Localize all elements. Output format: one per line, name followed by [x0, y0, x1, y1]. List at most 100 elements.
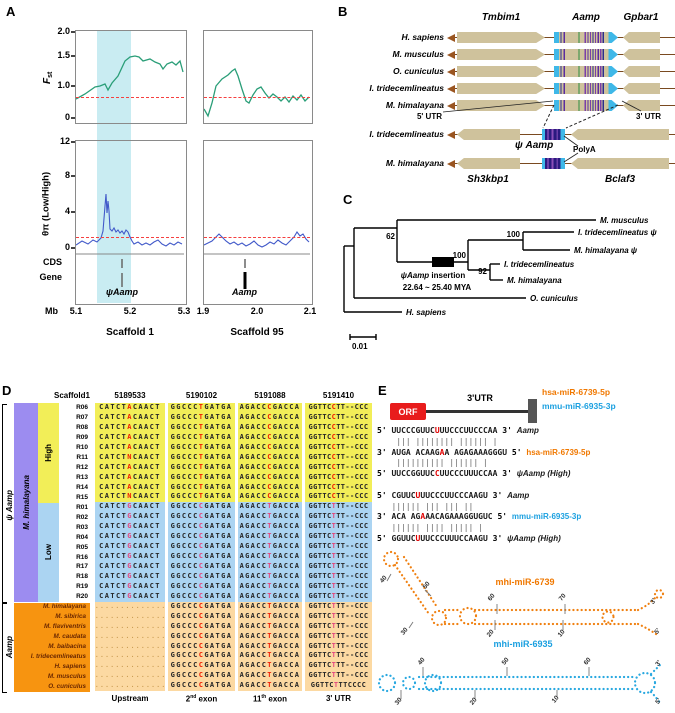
sequence-cell: CATCTGCAACT	[95, 522, 165, 533]
panel-a: A Fst θπ (Low/High)	[0, 0, 335, 380]
sequence-cell: AGACCTGACCA	[238, 671, 302, 682]
sequence-cell: AGACCTGACCA	[238, 522, 302, 533]
sequence-cell: CATCTGCAACT	[95, 512, 165, 523]
sequence-cell: CATCTGCAACT	[95, 571, 165, 582]
panel-e: E ORF 3'UTR hsa-miR-6739-5p mmu-miR-6935…	[375, 383, 675, 713]
alignment-row: R11 CATCTNCAACT GGCCCTGATGA AGACCCGACCA GGTT…	[0, 452, 375, 463]
sequence-cell: GGTTCTTT--CCC	[305, 512, 372, 523]
species-label: I. tridecemlineatus	[369, 129, 444, 139]
direction-arrow-icon	[447, 50, 455, 59]
sequence-cell: GGTTCTTT--CCC	[305, 621, 372, 632]
gene-structure-row: M. himalayana	[335, 99, 675, 112]
species-label: I. tridecemlineatus	[369, 83, 444, 93]
sequence-cell: GGCCCCGATGA	[168, 502, 235, 513]
sequence-cell: GGCCCCGATGA	[168, 562, 235, 572]
sequence-cell: GGTTCTTT--CCC	[305, 641, 372, 652]
rna-structure-6739: 40 50 30 60 20 70 10 3' 5'	[375, 548, 670, 640]
sequence-cell: AGACCTGACCA	[238, 532, 302, 543]
alignment-row: R10 CATCTACAACT GGCCCTGATGA AGACCCGACCA GGTT…	[0, 442, 375, 453]
sequence-cell: GGTTCTTT--CCC	[305, 502, 372, 513]
x-tick: 5.1	[69, 306, 83, 316]
psi-aamp-label: ψ Aamp	[515, 140, 554, 151]
tree-tip: O. cuniculus	[530, 294, 579, 303]
gene-structure-row: M. musculus	[335, 48, 675, 61]
species-label: M. musculus	[392, 49, 444, 59]
sequence-cell: CATCTGCAACT	[95, 591, 165, 602]
sh3kbp1-gene-name: Sh3kbp1	[467, 174, 509, 185]
alignment-row: M. himalayana................GGCCCCGATGA…	[0, 601, 375, 612]
sequence-cell: ................	[95, 621, 165, 632]
fst-ytick: 2.0	[57, 26, 70, 36]
alignment-row: R19 CATCTGCAACT GGCCCCGATGA AGACCTGACCA GGTT…	[0, 581, 375, 592]
fst-curve-scaffold1	[76, 55, 184, 100]
tree-tip: H. sapiens	[406, 308, 447, 317]
sequence-cell: CATCTACAACT	[95, 442, 165, 453]
sequence-cell: AGACCTGACCA	[238, 601, 302, 612]
low-altitude-band: Low	[38, 502, 59, 602]
sequence-cell: AGACCCGACCA	[238, 432, 302, 443]
alignment-row: R06 CATCTACAACT GGCCCTGATGA AGACCCGACCA GGTT…	[0, 403, 375, 413]
sequence-cell: CATCTACAACT	[95, 472, 165, 483]
insertion-age: 22.64 ~ 25.40 MYA	[403, 283, 472, 292]
sequence-cell: GGCCCTGATGA	[168, 462, 235, 473]
mirna-target-site	[528, 399, 537, 423]
x-tick: 5.3	[177, 306, 191, 316]
psi-aamp-bracket	[2, 404, 7, 603]
gene-box-tmbim1	[457, 83, 545, 94]
alignment-row: M. caudata................GGCCCCGATGAAGA…	[0, 631, 375, 642]
fst-curve-scaffold95	[204, 68, 310, 118]
sequence-cell: GGTTCTTT--CCC	[305, 522, 372, 533]
sequence-cell: GGCCCCGATGA	[168, 571, 235, 582]
theta-plot-scaffold95	[203, 140, 313, 305]
selective-sweep-highlight	[97, 30, 131, 303]
sequence-cell: AGACCTGACCA	[238, 552, 302, 562]
sequence-cell: CATCTNCAACT	[95, 492, 165, 503]
sequence-cell: ................	[95, 651, 165, 662]
aamp-species-band	[14, 602, 90, 692]
fst-threshold-line	[76, 97, 184, 98]
sequence-cell: ................	[95, 601, 165, 612]
direction-arrow-icon	[447, 33, 455, 42]
pairing-pipes: |||||| ||| ||| ||	[377, 501, 474, 511]
gene-box-aamp	[554, 83, 618, 94]
region-label: 11th exon	[252, 694, 288, 704]
gene-box-tmbim1	[457, 49, 545, 60]
gene-structure-row: I. tridecemlineatus	[335, 82, 675, 95]
scaffold-column-header: Scaffold1	[53, 391, 90, 400]
mir-6935-label: mmu-miR-6935-3p	[542, 401, 616, 411]
sequence-cell: GGCCCTGATGA	[168, 452, 235, 463]
scaffold1-label: Scaffold 1	[106, 327, 154, 338]
mir-6739-label: hsa-miR-6739-5p	[542, 387, 611, 397]
sequence-cell: AGACCCGACCA	[238, 403, 302, 413]
alignment-row: R07 CATCTACAACT GGCCCTGATGA AGACCCGACCA GGTT…	[0, 412, 375, 423]
sequence-cell: AGACCCGACCA	[238, 442, 302, 453]
region-label: 3' UTR	[325, 694, 351, 704]
sequence-cell: CATCTGCAACT	[95, 502, 165, 513]
sequence-cell: GGCCCCGATGA	[168, 621, 235, 632]
x-tick: 1.9	[196, 306, 210, 316]
sequence-cell: AGACCTGACCA	[238, 641, 302, 652]
pairing-pipes: |||||||||| |||||| |	[377, 458, 488, 468]
theta-threshold-line	[204, 237, 310, 238]
gene-box-tmbim1	[457, 32, 545, 43]
fst-threshold-line	[204, 97, 310, 98]
sequence-cell: CATCTACAACT	[95, 432, 165, 443]
direction-arrow-icon	[447, 84, 455, 93]
sequence-cell: CATCTGCAACT	[95, 552, 165, 562]
alignment-row: M. musculus................GGCCCCGATGAAG…	[0, 671, 375, 682]
sequence-cell: GGCCCCGATGA	[168, 591, 235, 602]
sequence-cell: AGACCTGACCA	[238, 681, 302, 692]
utr5-label: 5' UTR	[416, 112, 442, 121]
sequence-cell: AGACCCGACCA	[238, 472, 302, 483]
sequence-cell: GGTTCCTT--CCC	[305, 482, 372, 493]
tree-tip: M. musculus	[600, 216, 649, 225]
sequence-cell: GGCCCTGATGA	[168, 442, 235, 453]
gene-box-aamp	[554, 100, 618, 111]
sequence-cell: CATCTACAACT	[95, 403, 165, 413]
sequence-cell: GGCCCCGATGA	[168, 542, 235, 553]
utr3-diagram-label: 3'UTR	[467, 393, 493, 403]
aamp-bracket	[2, 603, 7, 693]
sequence-cell: CATCTGCAACT	[95, 532, 165, 543]
fst-plot-scaffold1	[75, 30, 187, 124]
